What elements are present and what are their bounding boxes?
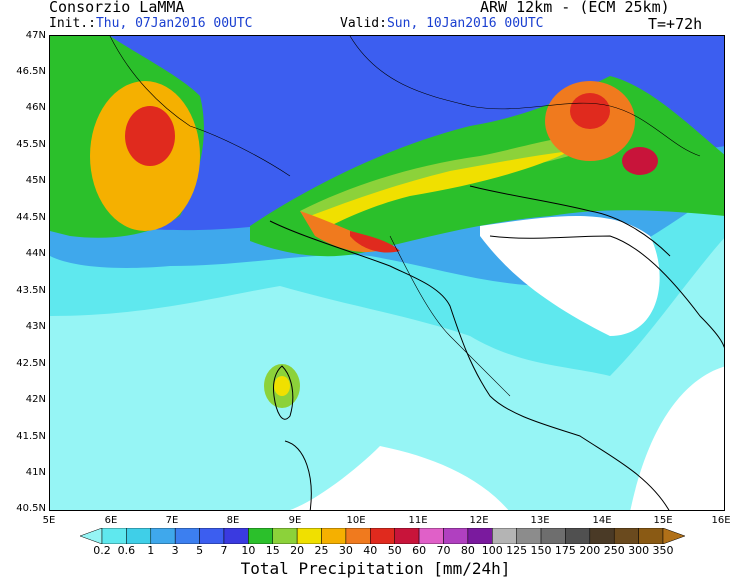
colorbar-swatch bbox=[150, 528, 176, 544]
valid-value: Sun, 10Jan2016 00UTC bbox=[386, 16, 544, 31]
lat-label: 46.5N bbox=[16, 66, 46, 77]
lat-label: 43.5N bbox=[16, 285, 46, 296]
colorbar-tick-label: 40 bbox=[363, 544, 378, 557]
colorbar-swatches bbox=[80, 528, 685, 544]
colorbar-swatch bbox=[638, 528, 664, 544]
colorbar-tick-label: 60 bbox=[412, 544, 427, 557]
colorbar-tick-label: 15 bbox=[265, 544, 280, 557]
colorbar-tick-label: 10 bbox=[241, 544, 256, 557]
colorbar-tick-label: 5 bbox=[196, 544, 204, 557]
colorbar-swatch bbox=[418, 528, 444, 544]
precip-cell-alps-west-inner bbox=[125, 106, 175, 166]
lat-label: 44N bbox=[25, 248, 46, 259]
precip-cell-corsica-core bbox=[274, 376, 290, 396]
colorbar-swatch bbox=[345, 528, 371, 544]
init-value: Thu, 07Jan2016 00UTC bbox=[95, 16, 253, 31]
colorbar-swatch bbox=[492, 528, 517, 544]
colorbar-tick-label: 70 bbox=[436, 544, 451, 557]
lon-label: 7E bbox=[165, 515, 179, 526]
init-label: Init.: bbox=[49, 16, 96, 31]
precip-field-yellow2 bbox=[310, 151, 570, 231]
colorbar-tick-label: 30 bbox=[338, 544, 353, 557]
colorbar-tick-label: 125 bbox=[506, 544, 528, 557]
colorbar-swatch bbox=[370, 528, 395, 544]
colorbar-swatch bbox=[199, 528, 225, 544]
colorbar-tick-label: 3 bbox=[171, 544, 179, 557]
lon-label: 9E bbox=[288, 515, 302, 526]
lat-label: 43N bbox=[25, 321, 46, 332]
colorbar-tick-label: 150 bbox=[530, 544, 552, 557]
colorbar-tick-label: 50 bbox=[387, 544, 402, 557]
colorbar-tick-label: 175 bbox=[554, 544, 576, 557]
colorbar-tick-label: 0.6 bbox=[117, 544, 136, 557]
colorbar-tick-label: 1 bbox=[147, 544, 155, 557]
precipitation-map bbox=[49, 35, 725, 511]
colorbar-tick-label: 350 bbox=[652, 544, 674, 557]
lon-label: 5E bbox=[42, 515, 56, 526]
colorbar-swatch bbox=[296, 528, 322, 544]
colorbar-swatch bbox=[174, 528, 200, 544]
colorbar-swatch bbox=[613, 528, 639, 544]
org-title: Consorzio LaMMA bbox=[49, 0, 185, 16]
colorbar-tick-label: 200 bbox=[579, 544, 601, 557]
coastlines bbox=[269, 185, 724, 510]
lat-label: 42N bbox=[25, 394, 46, 405]
lon-label: 13E bbox=[530, 515, 550, 526]
lon-label: 10E bbox=[346, 515, 366, 526]
colorbar-swatch bbox=[101, 528, 127, 544]
colorbar-tick-label: 300 bbox=[628, 544, 650, 557]
colorbar-tick-label: 80 bbox=[460, 544, 475, 557]
colorbar-swatch bbox=[80, 528, 103, 544]
lon-label: 14E bbox=[592, 515, 612, 526]
colorbar-swatch bbox=[272, 528, 298, 544]
colorbar-swatch bbox=[662, 528, 685, 544]
lat-label: 44.5N bbox=[16, 212, 46, 223]
valid-line: Valid:Sun, 10Jan2016 00UTC bbox=[340, 16, 544, 31]
lat-label: 42.5N bbox=[16, 358, 46, 369]
lat-label: 41N bbox=[25, 467, 46, 478]
colorbar-swatch bbox=[589, 528, 615, 544]
init-line: Init.:Thu, 07Jan2016 00UTC bbox=[49, 16, 253, 31]
colorbar-swatch bbox=[540, 528, 566, 544]
colorbar-swatch bbox=[516, 528, 542, 544]
colorbar-swatch bbox=[126, 528, 152, 544]
model-title: ARW 12km - (ECM 25km) bbox=[480, 0, 670, 16]
lon-label: 6E bbox=[104, 515, 118, 526]
precip-field-blue2 bbox=[50, 36, 724, 231]
precip-cell-alps-east-inner bbox=[570, 93, 610, 129]
precip-cell-apennines bbox=[350, 231, 400, 253]
colorbar-swatch bbox=[321, 528, 347, 544]
precip-cell-istria bbox=[622, 147, 658, 175]
lat-label: 46N bbox=[25, 102, 46, 113]
lon-label: 15E bbox=[653, 515, 673, 526]
colorbar bbox=[80, 528, 685, 544]
lat-label: 45N bbox=[25, 175, 46, 186]
colorbar-swatch bbox=[394, 528, 420, 544]
colorbar-swatch bbox=[248, 528, 273, 544]
valid-label: Valid: bbox=[340, 16, 387, 31]
lon-label: 8E bbox=[226, 515, 240, 526]
colorbar-tick-label: 7 bbox=[220, 544, 228, 557]
colorbar-swatch bbox=[223, 528, 249, 544]
lat-label: 47N bbox=[25, 30, 46, 41]
colorbar-tick-label: 20 bbox=[290, 544, 305, 557]
colorbar-swatch bbox=[443, 528, 469, 544]
lon-label: 11E bbox=[408, 515, 428, 526]
colorbar-title: Total Precipitation [mm/24h] bbox=[240, 559, 511, 578]
lat-label: 41.5N bbox=[16, 431, 46, 442]
colorbar-swatch bbox=[467, 528, 493, 544]
lon-label: 12E bbox=[469, 515, 489, 526]
precip-gap-adriatic bbox=[480, 216, 660, 336]
colorbar-tick-label: 250 bbox=[603, 544, 625, 557]
colorbar-tick-label: 0.2 bbox=[93, 544, 111, 557]
colorbar-tick-label: 25 bbox=[314, 544, 329, 557]
map-svg bbox=[50, 36, 724, 510]
colorbar-tick-label: 100 bbox=[481, 544, 503, 557]
lon-label: 16E bbox=[711, 515, 731, 526]
colorbar-swatch bbox=[565, 528, 591, 544]
lat-label: 40.5N bbox=[16, 503, 46, 514]
lead-time: T=+72h bbox=[648, 15, 703, 33]
borders bbox=[109, 36, 701, 397]
lat-label: 45.5N bbox=[16, 139, 46, 150]
